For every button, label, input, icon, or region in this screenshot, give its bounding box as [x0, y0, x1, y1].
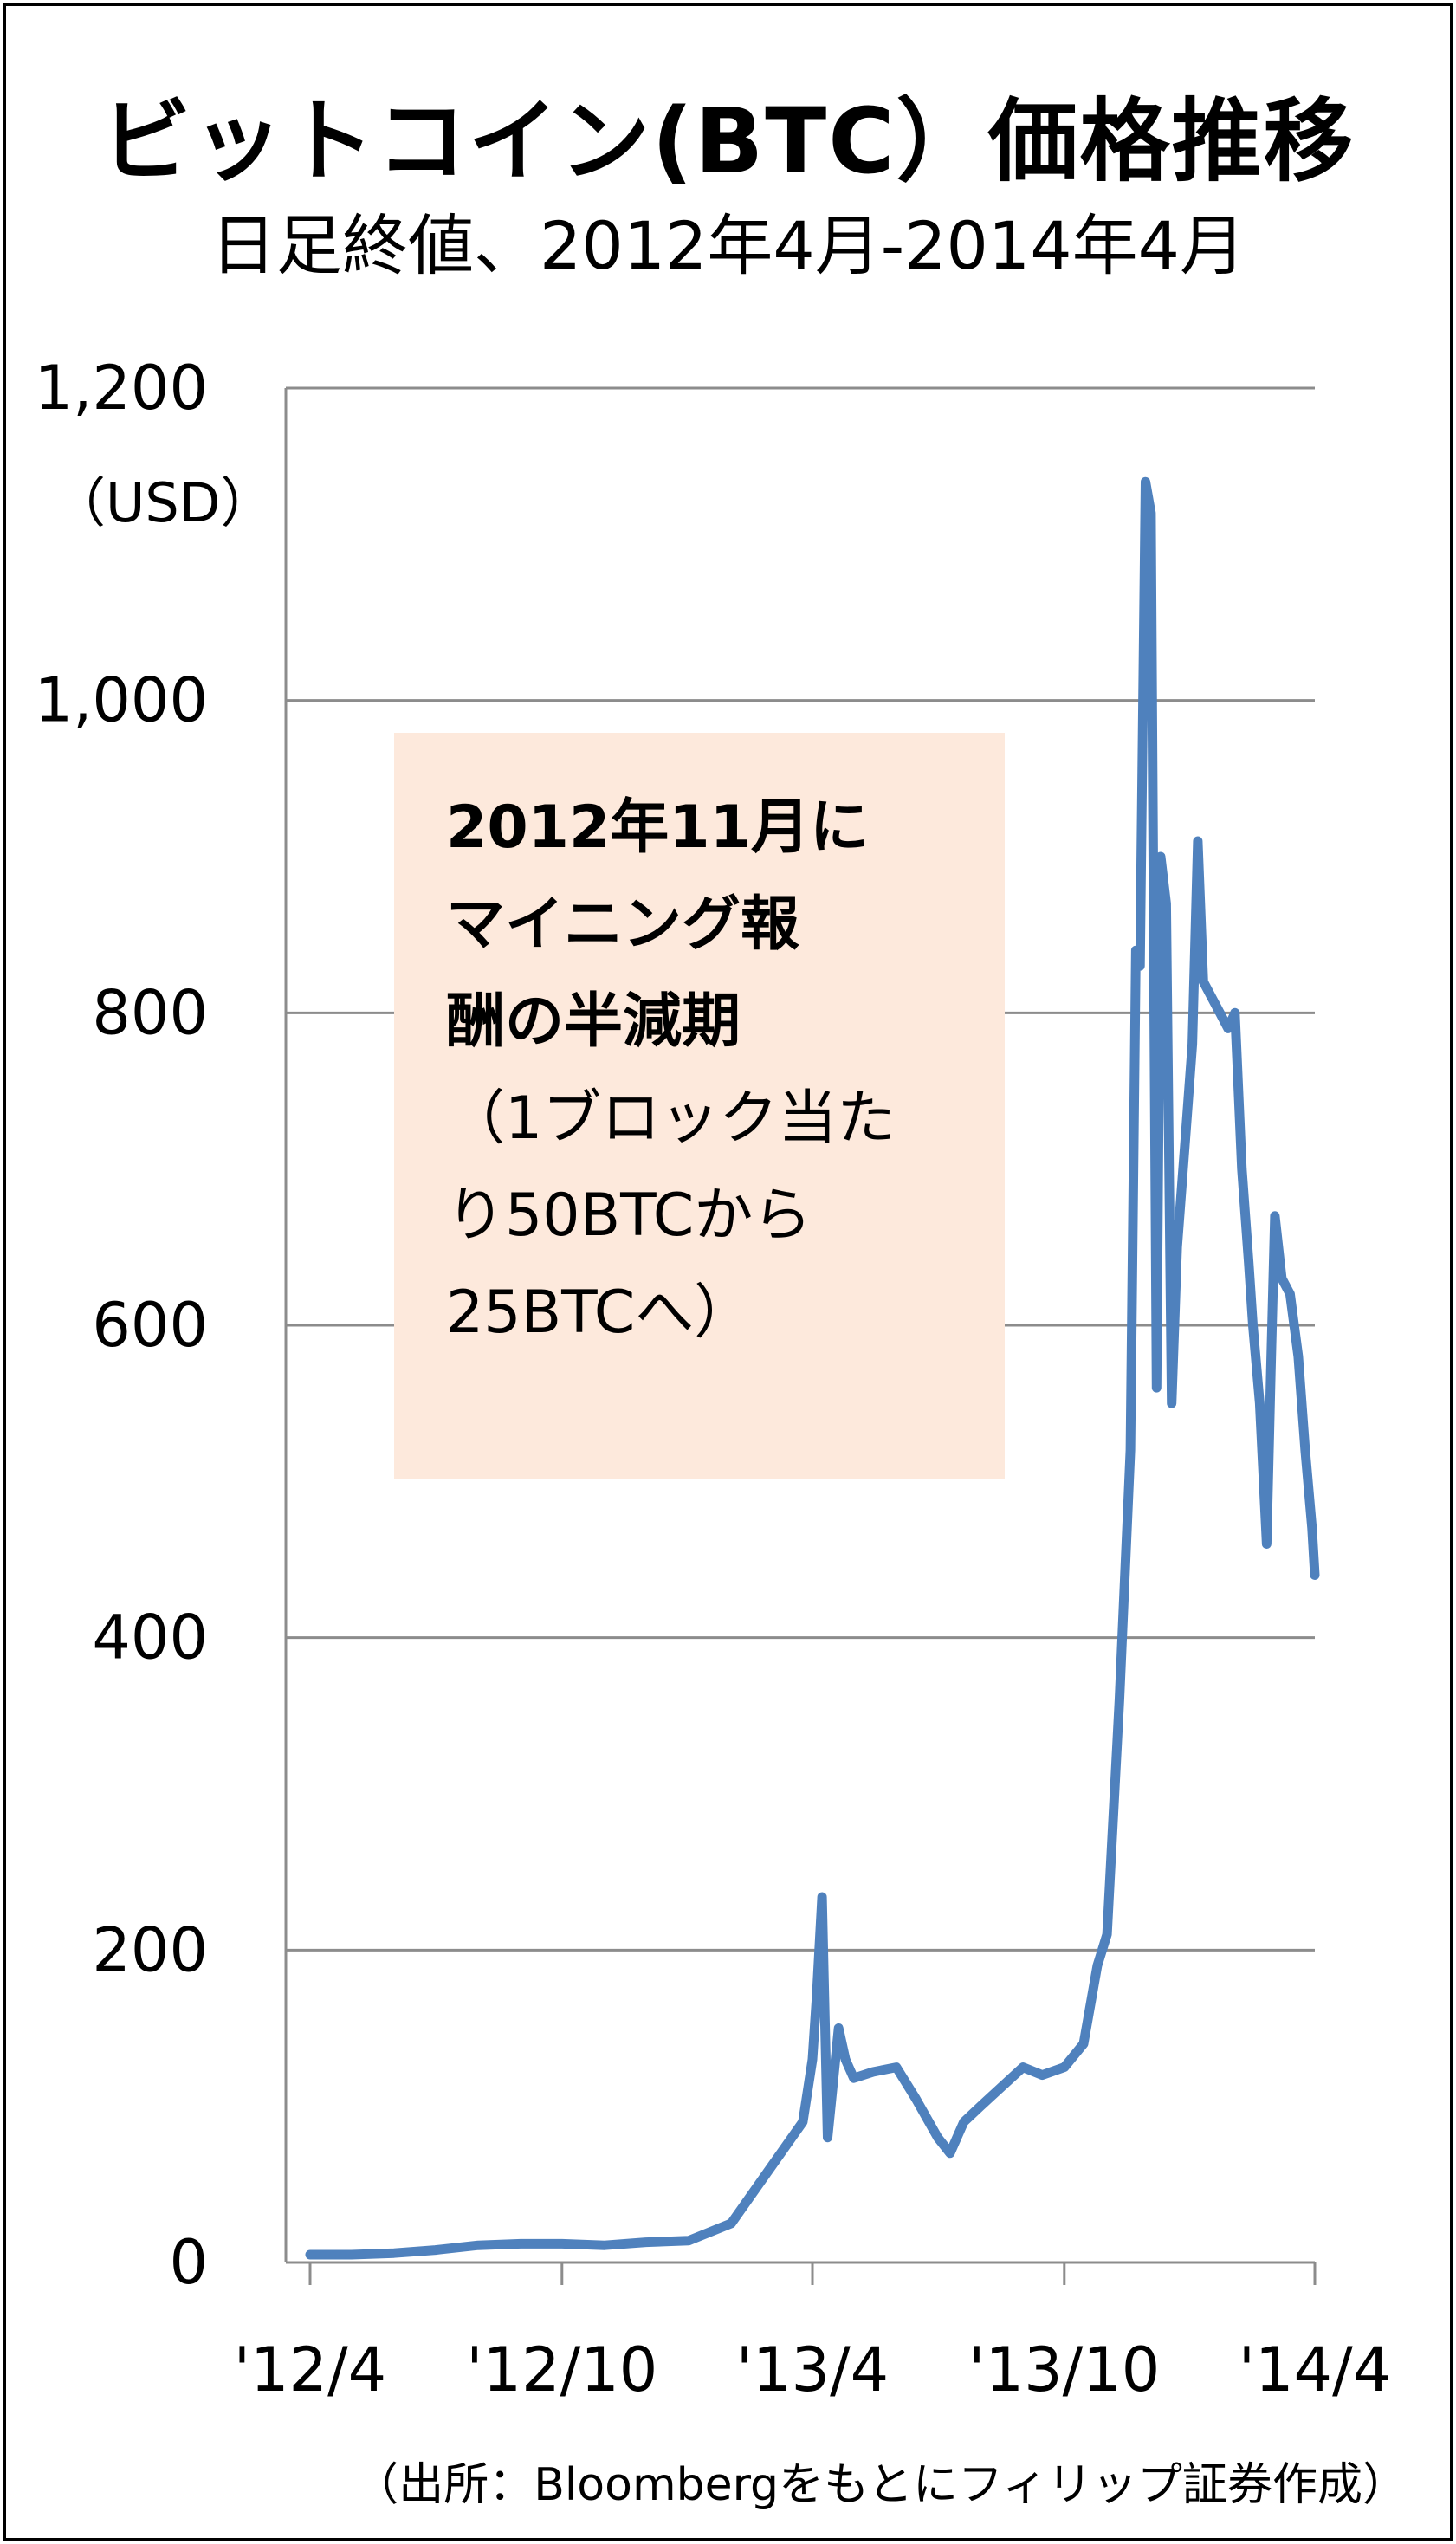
y-tick-label: 400: [92, 1602, 208, 1673]
annotation-bold-text: 2012年11月に マイニング報 酬の半減期: [446, 793, 869, 1056]
x-tick-label: '12/4: [234, 2334, 386, 2405]
btc-price-line: [305, 476, 1320, 2260]
x-axis-ticks: '12/4 '12/10 '13/4 '13/10 '14/4: [234, 2262, 1391, 2405]
chart-title: ビットコイン(BTC）価格推移: [100, 88, 1356, 194]
source-note: （出所：Bloombergをもとにフィリップ証券作成）: [353, 2459, 1407, 2511]
y-tick-label: 600: [92, 1290, 208, 1361]
halving-annotation-box: 2012年11月に マイニング報 酬の半減期 （1ブロック当た り50BTCから…: [394, 733, 1005, 1479]
annotation-normal-text: （1ブロック当た り50BTCから 25BTCへ）: [446, 1084, 896, 1347]
y-tick-label: 200: [92, 1914, 208, 1985]
x-tick-label: '13/10: [968, 2334, 1160, 2405]
chart-subtitle: 日足終値、2012年4月-2014年4月: [210, 207, 1246, 284]
y-tick-label: 800: [92, 977, 208, 1048]
y-tick-label: 0: [169, 2227, 208, 2298]
y-tick-label: 1,000: [35, 665, 208, 736]
x-tick-label: '14/4: [1239, 2334, 1391, 2405]
x-tick-label: '12/10: [466, 2334, 657, 2405]
y-axis-ticks: 0 200 400 600 800 1,000 1,200: [35, 353, 208, 2298]
chart-frame: [3, 3, 1453, 2541]
x-tick-label: '13/4: [736, 2334, 889, 2405]
y-tick-label: 1,200: [35, 353, 208, 424]
axes: [284, 388, 1315, 2264]
y-axis-unit-label: （USD）: [52, 471, 275, 534]
series-layer: [305, 476, 1320, 2260]
